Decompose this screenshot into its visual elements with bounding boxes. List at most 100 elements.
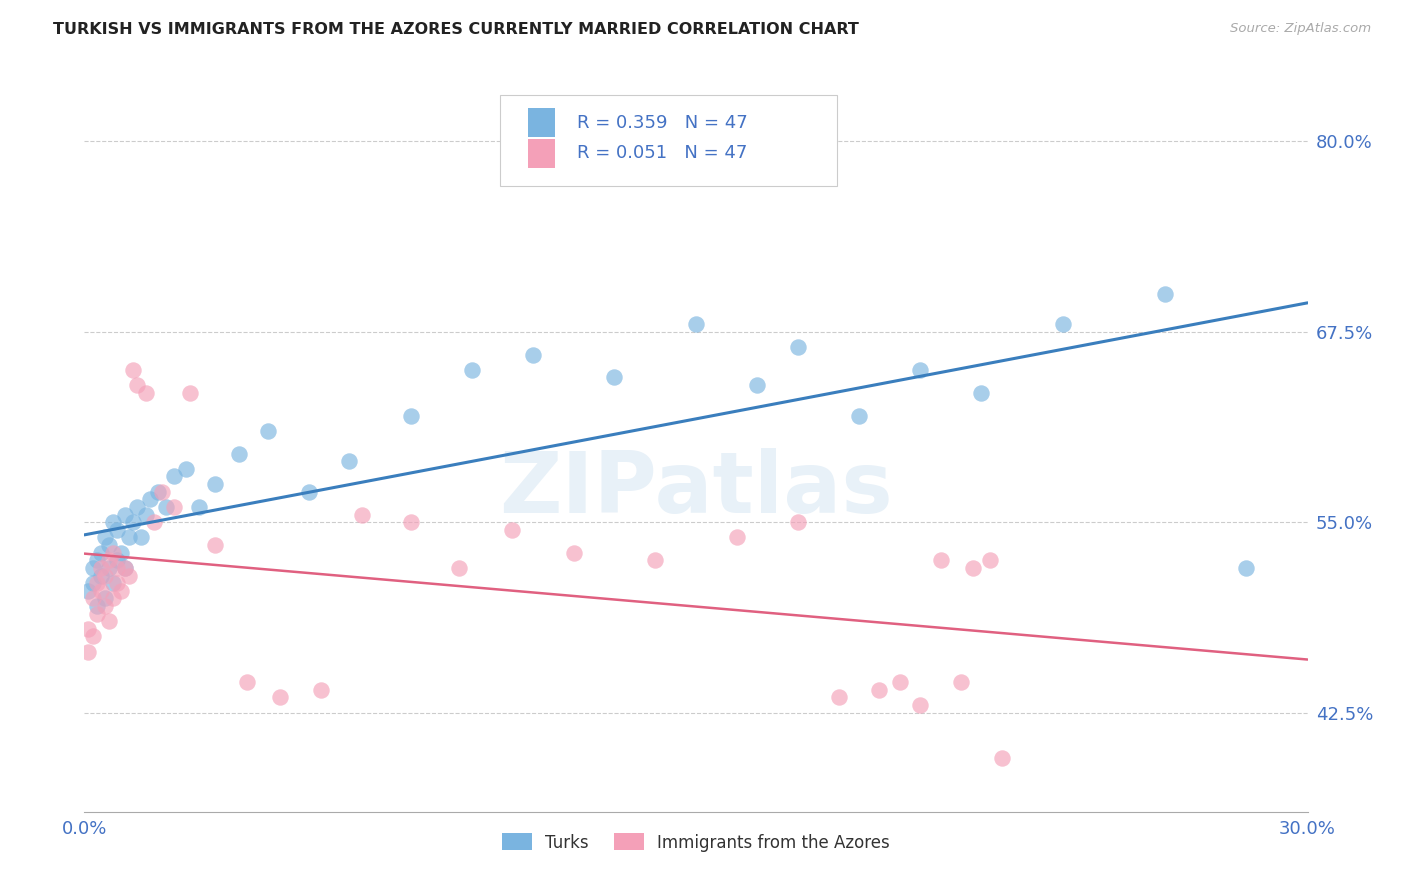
Point (114, 508, 136, 522)
Point (77, 622, 100, 636)
Point (122, 363, 145, 377)
Point (90, 561, 112, 575)
Point (114, 561, 136, 575)
Point (1236, 561, 1258, 575)
Point (163, 500, 186, 514)
Point (399, 515, 422, 529)
Point (118, 530, 141, 544)
Point (787, 340, 810, 354)
Point (93, 599, 115, 613)
Point (991, 751, 1014, 765)
Point (449, 561, 471, 575)
Point (787, 515, 810, 529)
Point (910, 698, 932, 712)
Point (522, 348, 544, 362)
Point (77, 645, 100, 659)
Point (970, 385, 993, 400)
Point (110, 546, 132, 560)
FancyBboxPatch shape (529, 139, 555, 168)
Point (1052, 317, 1074, 331)
Point (155, 500, 177, 514)
Point (174, 462, 197, 476)
Legend: Turks, Immigrants from the Azores: Turks, Immigrants from the Azores (495, 827, 897, 858)
Point (77, 583, 100, 598)
Point (828, 690, 851, 705)
Text: R = 0.051   N = 47: R = 0.051 N = 47 (578, 145, 748, 162)
Point (82, 591, 104, 606)
Point (114, 561, 136, 575)
Point (257, 424, 280, 438)
Point (204, 477, 226, 491)
Point (101, 576, 124, 591)
Point (910, 363, 932, 377)
Point (929, 553, 952, 567)
Point (747, 378, 769, 392)
Point (1154, 286, 1177, 301)
Point (889, 675, 911, 690)
Point (725, 530, 748, 544)
Point (146, 484, 169, 499)
Point (228, 447, 250, 461)
Point (110, 583, 132, 598)
FancyBboxPatch shape (529, 108, 555, 137)
Point (603, 370, 626, 384)
Point (644, 553, 666, 567)
Point (979, 553, 1001, 567)
Point (86, 599, 108, 613)
Point (350, 508, 373, 522)
Point (86, 607, 108, 621)
Point (869, 682, 891, 697)
Point (138, 492, 160, 507)
Text: TURKISH VS IMMIGRANTS FROM THE AZORES CURRENTLY MARRIED CORRELATION CHART: TURKISH VS IMMIGRANTS FROM THE AZORES CU… (53, 22, 859, 37)
Point (118, 568, 141, 582)
Point (105, 523, 128, 537)
Point (82, 576, 104, 591)
Point (90, 546, 112, 560)
Point (562, 546, 585, 560)
Point (399, 409, 422, 423)
Point (685, 317, 707, 331)
Point (142, 515, 165, 529)
Point (93, 530, 115, 544)
Point (135, 508, 157, 522)
Point (179, 385, 201, 400)
Point (962, 561, 984, 575)
Point (105, 576, 128, 591)
Text: R = 0.359   N = 47: R = 0.359 N = 47 (578, 113, 748, 132)
Point (105, 561, 128, 575)
Point (339, 454, 361, 468)
Point (298, 484, 321, 499)
Point (105, 553, 128, 567)
Point (502, 523, 524, 537)
Point (950, 675, 973, 690)
Text: ZIPatlas: ZIPatlas (499, 449, 893, 532)
Point (236, 675, 259, 690)
Point (122, 515, 145, 529)
Point (163, 469, 186, 483)
Point (187, 500, 209, 514)
Point (131, 530, 153, 544)
Text: Source: ZipAtlas.com: Source: ZipAtlas.com (1230, 22, 1371, 36)
Point (461, 363, 484, 377)
Point (90, 583, 112, 598)
Point (101, 515, 124, 529)
Point (127, 378, 149, 392)
Point (97, 538, 120, 552)
Point (82, 561, 104, 575)
Point (97, 553, 120, 567)
Point (848, 409, 870, 423)
Point (97, 561, 120, 575)
Point (86, 576, 108, 591)
Point (93, 568, 115, 582)
Point (82, 630, 104, 644)
Point (309, 682, 332, 697)
Point (127, 500, 149, 514)
Point (204, 538, 226, 552)
Point (86, 553, 108, 567)
Point (101, 591, 124, 606)
FancyBboxPatch shape (501, 95, 837, 186)
Point (150, 484, 173, 499)
Point (93, 591, 115, 606)
Point (101, 546, 124, 560)
Point (269, 690, 291, 705)
